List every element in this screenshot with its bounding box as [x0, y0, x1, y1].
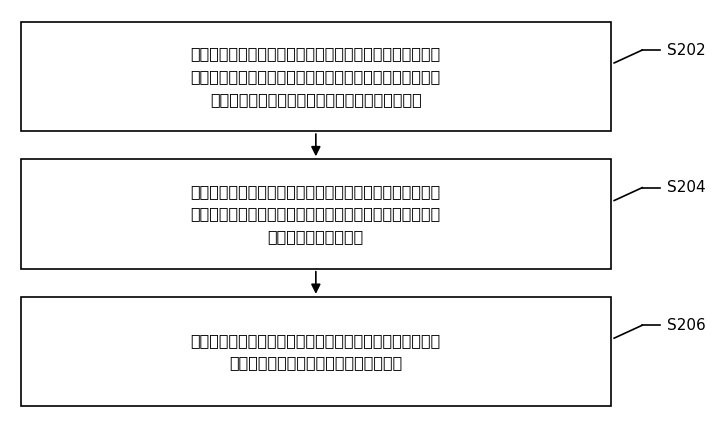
- Text: 利用预设的弱监督学习算法对所述多个标签数据组进行学习
训练，得到目标标签数据组，所述目标标签数据组中包括所
述多个用户的目标标签: 利用预设的弱监督学习算法对所述多个标签数据组进行学习 训练，得到目标标签数据组，…: [190, 184, 441, 244]
- Text: 获取由多个机构提供的多个标签数据组，所述标签数据组中
包括多个用户的原始标签，所述多个用户中至少存在一个用
户在所述多个标签数据组中的多个原始标签不一致: 获取由多个机构提供的多个标签数据组，所述标签数据组中 包括多个用户的原始标签，所…: [190, 46, 441, 107]
- FancyBboxPatch shape: [21, 159, 610, 269]
- FancyBboxPatch shape: [21, 297, 610, 406]
- Text: S206: S206: [667, 318, 706, 333]
- Text: 将所述目标标签数据组发送给所述多个机构，由所述多个机
构基于所述目标标签数据组进行联邦学习: 将所述目标标签数据组发送给所述多个机构，由所述多个机 构基于所述目标标签数据组进…: [190, 333, 441, 370]
- FancyBboxPatch shape: [21, 22, 610, 131]
- Text: S204: S204: [667, 180, 705, 195]
- Text: S202: S202: [667, 43, 705, 58]
